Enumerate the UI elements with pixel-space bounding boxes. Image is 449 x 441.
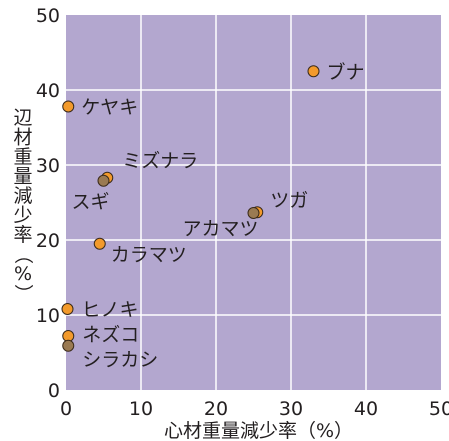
tick-labels: 0 10 20 30 40 50 0 10 20 30 40 50 (36, 5, 449, 420)
data-point (307, 65, 320, 78)
x-axis-label: 心材重量減少率（%） (164, 420, 353, 441)
data-point (97, 174, 110, 187)
data-points (61, 65, 320, 352)
x-tick-label: 10 (129, 398, 153, 420)
data-point (93, 237, 106, 250)
y-axis-label-char: ） (12, 284, 34, 303)
point-label: ネズコ (82, 324, 139, 346)
point-label: スギ (72, 191, 110, 213)
y-axis-label-char: 率 (13, 224, 32, 246)
x-tick-label: 20 (204, 398, 228, 420)
y-axis-label-char: 材 (13, 127, 32, 149)
y-tick-label: 30 (36, 155, 60, 177)
x-tick-label: 30 (279, 398, 303, 420)
point-label: ヒノキ (82, 299, 139, 321)
y-axis-label-char: 少 (13, 205, 32, 227)
x-tick-label: 50 (429, 398, 449, 420)
grid-lines (66, 15, 441, 390)
y-axis-label-char: % (14, 263, 32, 285)
data-point (62, 339, 75, 352)
data-point (61, 303, 74, 315)
y-tick-label: 10 (36, 305, 60, 327)
point-label: ケヤキ (81, 97, 138, 119)
point-label: シラカシ (82, 349, 158, 371)
x-tick-label: 40 (354, 398, 378, 420)
data-point (247, 207, 260, 219)
x-tick-label: 0 (60, 398, 72, 420)
y-tick-label: 20 (36, 230, 60, 252)
y-axis-label-char: （ (12, 245, 34, 264)
point-label: ブナ (327, 60, 365, 83)
point-label: ツガ (270, 189, 308, 211)
point-label: ミズナラ (122, 150, 198, 172)
y-axis-label-char: 量 (13, 166, 32, 188)
y-axis-label-char: 重 (13, 146, 32, 168)
data-point (62, 100, 75, 113)
y-tick-label: 50 (36, 5, 60, 27)
plot-area (66, 15, 441, 390)
point-label: アカマツ (183, 218, 259, 240)
y-axis-label-char: 減 (13, 185, 32, 207)
point-label: カラマツ (111, 244, 187, 266)
y-axis-label-char: 辺 (13, 107, 32, 129)
y-tick-label: 0 (48, 380, 60, 402)
y-tick-label: 40 (36, 80, 60, 102)
